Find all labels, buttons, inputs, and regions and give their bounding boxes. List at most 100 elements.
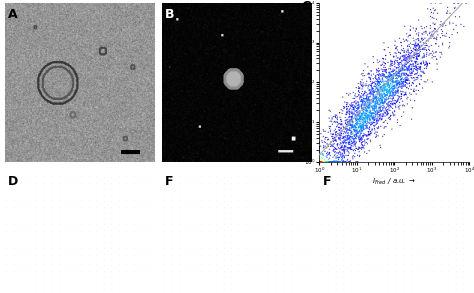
Point [353, 110, 361, 115]
Point [395, 94, 403, 98]
Point [369, 110, 377, 115]
Point [389, 101, 397, 106]
Point [280, 175, 287, 180]
Point [358, 87, 366, 91]
Point [385, 83, 392, 88]
Point [340, 135, 347, 140]
Point [347, 102, 355, 106]
Point [383, 93, 391, 98]
Point [427, 36, 435, 40]
Point [175, 199, 182, 203]
Point [379, 67, 387, 72]
Point [302, 175, 310, 180]
Point [390, 83, 398, 88]
Point [366, 111, 374, 115]
Point [378, 93, 386, 98]
Point [370, 93, 377, 97]
Point [316, 159, 323, 164]
Point [359, 125, 367, 130]
Point [429, 193, 437, 197]
Point [338, 128, 346, 133]
Point [388, 102, 396, 106]
Point [343, 124, 351, 129]
Point [355, 106, 362, 110]
Point [160, 193, 167, 197]
Point [395, 79, 402, 83]
Point [47, 175, 55, 180]
Point [387, 73, 395, 77]
Point [367, 69, 375, 74]
Point [371, 102, 379, 106]
Point [415, 73, 422, 78]
Point [336, 110, 343, 115]
Point [355, 103, 362, 107]
Point [327, 128, 335, 132]
Point [380, 86, 388, 90]
Point [384, 102, 392, 106]
Point [353, 101, 360, 105]
Point [344, 145, 351, 150]
Point [375, 97, 383, 101]
Point [395, 81, 402, 86]
Point [361, 123, 369, 127]
Point [366, 114, 374, 118]
Point [378, 84, 385, 89]
Point [383, 89, 391, 94]
Point [370, 269, 377, 274]
Point [371, 79, 379, 84]
Point [363, 97, 371, 102]
Point [375, 73, 383, 78]
Point [417, 64, 425, 69]
Point [397, 91, 405, 96]
Point [379, 89, 387, 93]
Point [344, 122, 352, 127]
Point [317, 240, 325, 244]
Point [322, 154, 330, 159]
Point [2, 193, 10, 197]
Point [364, 117, 371, 122]
Point [358, 111, 366, 116]
Point [40, 263, 47, 268]
Point [341, 137, 349, 142]
Point [355, 125, 363, 130]
Point [349, 125, 356, 130]
Point [339, 136, 346, 140]
Point [405, 54, 413, 59]
Point [372, 106, 380, 110]
Point [404, 44, 411, 48]
Point [242, 193, 250, 197]
Point [384, 80, 392, 85]
Point [356, 90, 363, 95]
Point [388, 86, 396, 91]
Point [384, 175, 392, 180]
Point [326, 156, 333, 161]
Point [332, 159, 339, 164]
Point [375, 83, 383, 88]
Point [402, 78, 410, 82]
Point [377, 257, 384, 262]
Point [427, 23, 434, 28]
Point [401, 53, 409, 57]
Point [347, 130, 355, 134]
Point [370, 104, 378, 109]
Point [325, 246, 332, 250]
Point [357, 110, 365, 115]
Point [295, 193, 302, 197]
Point [355, 222, 362, 227]
Point [372, 112, 380, 117]
Point [346, 110, 354, 114]
Point [372, 114, 379, 118]
Point [357, 125, 365, 130]
Point [205, 246, 212, 250]
Point [404, 65, 412, 69]
Point [92, 257, 100, 262]
Point [400, 205, 407, 209]
Point [342, 135, 350, 139]
Point [365, 125, 373, 130]
Point [321, 158, 328, 162]
Point [401, 54, 409, 59]
Point [327, 129, 334, 134]
Point [399, 65, 406, 70]
Point [386, 93, 394, 98]
Point [63, 205, 70, 209]
